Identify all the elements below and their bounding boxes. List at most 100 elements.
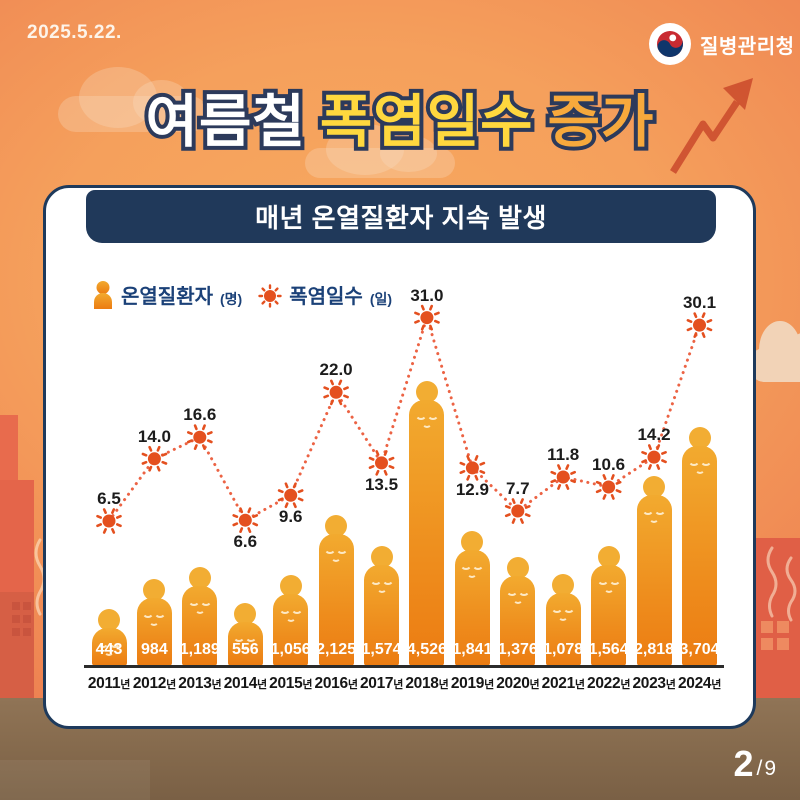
year-label: 2024년 [677, 675, 722, 692]
heatwave-value-label: 10.6 [592, 455, 626, 474]
person-head [370, 545, 393, 568]
window [23, 615, 31, 623]
person-face [414, 408, 440, 428]
patient-bar [454, 530, 490, 666]
window [23, 628, 31, 636]
year-label: 2017년 [359, 675, 404, 692]
person-face [596, 573, 622, 594]
person-body [409, 399, 445, 666]
chart-area: 443 2011년 6.5 984 2012년 14.0 1,189 2013년 16.6 556… [46, 188, 753, 726]
cloud-shape [748, 320, 800, 382]
sun-marker [641, 444, 667, 470]
person-face [232, 630, 258, 650]
person-face [459, 558, 485, 578]
window [12, 602, 20, 610]
sun-marker [550, 464, 577, 490]
person-face [96, 636, 122, 657]
patient-bar [682, 426, 717, 666]
kdca-emblem-icon [649, 23, 691, 65]
year-label: 2011년 [87, 675, 131, 692]
cloud-shape [58, 67, 208, 132]
person-face [187, 594, 213, 615]
patient-bar [182, 567, 218, 666]
bar-value-label: 984 [141, 641, 168, 658]
heatwave-value-label: 13.5 [364, 474, 399, 494]
heatwave-value-label: 14.0 [137, 426, 171, 446]
bar-value-label: 4,526 [406, 641, 447, 658]
person-head [279, 574, 302, 597]
cloud-shape [305, 124, 455, 178]
title-part-heatwave-days: 폭염일수 [316, 86, 537, 158]
person-head [552, 573, 575, 596]
sun-marker [686, 312, 713, 338]
year-label: 2013년 [178, 675, 222, 692]
person-head [143, 578, 166, 601]
bar-value-label: 1,841 [452, 641, 493, 658]
title-part-season: 여름철 [141, 86, 308, 158]
heat-wave-icon [785, 556, 797, 622]
year-label: 2022년 [587, 675, 631, 692]
page-title: 여름철 폭염일수 증가 [0, 76, 800, 158]
legend-unit: (명) [220, 291, 243, 307]
page-separator: / [756, 756, 763, 780]
panel-heading-banner: 매년 온열질환자 지속 발생 [86, 190, 716, 243]
year-label: 2012년 [132, 675, 176, 692]
page-total: 9 [764, 756, 776, 780]
year-label: 2018년 [405, 675, 449, 692]
bar-value-label: 1,078 [543, 641, 584, 658]
person-face [505, 584, 531, 604]
year-label: 2015년 [269, 675, 313, 692]
ground-highlight [0, 760, 150, 800]
legend-label: 폭염일수 [289, 286, 363, 308]
person-head [98, 609, 120, 632]
building-shadow-left [0, 592, 34, 700]
date-label: 2025.5.22. [27, 22, 122, 43]
person-face [369, 573, 395, 593]
person-body [636, 495, 672, 666]
sun-icon [258, 284, 282, 308]
sun-marker [459, 454, 486, 481]
person-head [234, 602, 257, 625]
person-face [278, 602, 304, 622]
page-indicator: 2 / 9 [733, 746, 776, 782]
agency-logo: 질병관리청 [648, 22, 795, 66]
patient-bar [364, 545, 399, 666]
legend-item-heatwave-days: 폭염일수 (일) [258, 280, 392, 309]
sun-marker [414, 304, 440, 331]
patient-bar [91, 609, 127, 666]
heatwave-value-label: 6.5 [97, 489, 121, 508]
heatwave-value-label: 6.6 [233, 532, 258, 552]
panel-heading: 매년 온열질환자 지속 발생 [255, 203, 547, 233]
bar-value-label: 2,818 [633, 641, 675, 658]
sun-marker [187, 424, 213, 451]
legend-label: 온열질환자 [121, 286, 213, 308]
heatwave-value-label: 14.2 [637, 425, 671, 445]
page-current: 2 [733, 743, 754, 784]
window [23, 602, 31, 610]
bar-value-label: 443 [95, 641, 123, 658]
bar-value-label: 1,189 [179, 641, 220, 658]
patient-bar [545, 573, 581, 666]
person-head [597, 546, 620, 569]
sun-marker [141, 445, 168, 472]
bar-value-label: 1,564 [588, 641, 629, 658]
sun-marker [232, 507, 259, 534]
sun-marker [96, 508, 122, 534]
patient-bar [500, 556, 536, 666]
heatwave-value-label: 9.6 [278, 507, 303, 527]
sun-marker [323, 379, 349, 406]
patient-bar [636, 476, 672, 666]
bar-value-label: 1,376 [497, 641, 538, 658]
patient-bar [409, 380, 445, 666]
person-face [687, 454, 713, 474]
chart-card: 매년 온열질환자 지속 발생 온열질환자 (명) [43, 185, 756, 729]
person-head [461, 530, 484, 553]
heatwave-value-label: 16.6 [183, 405, 217, 425]
window [777, 621, 789, 633]
heatwave-value-label: 22.0 [319, 360, 353, 380]
sun-marker [504, 498, 531, 524]
agency-name: 질병관리청 [700, 35, 795, 58]
bar-value-label: 1,056 [270, 641, 311, 658]
x-axis-line [84, 665, 724, 668]
